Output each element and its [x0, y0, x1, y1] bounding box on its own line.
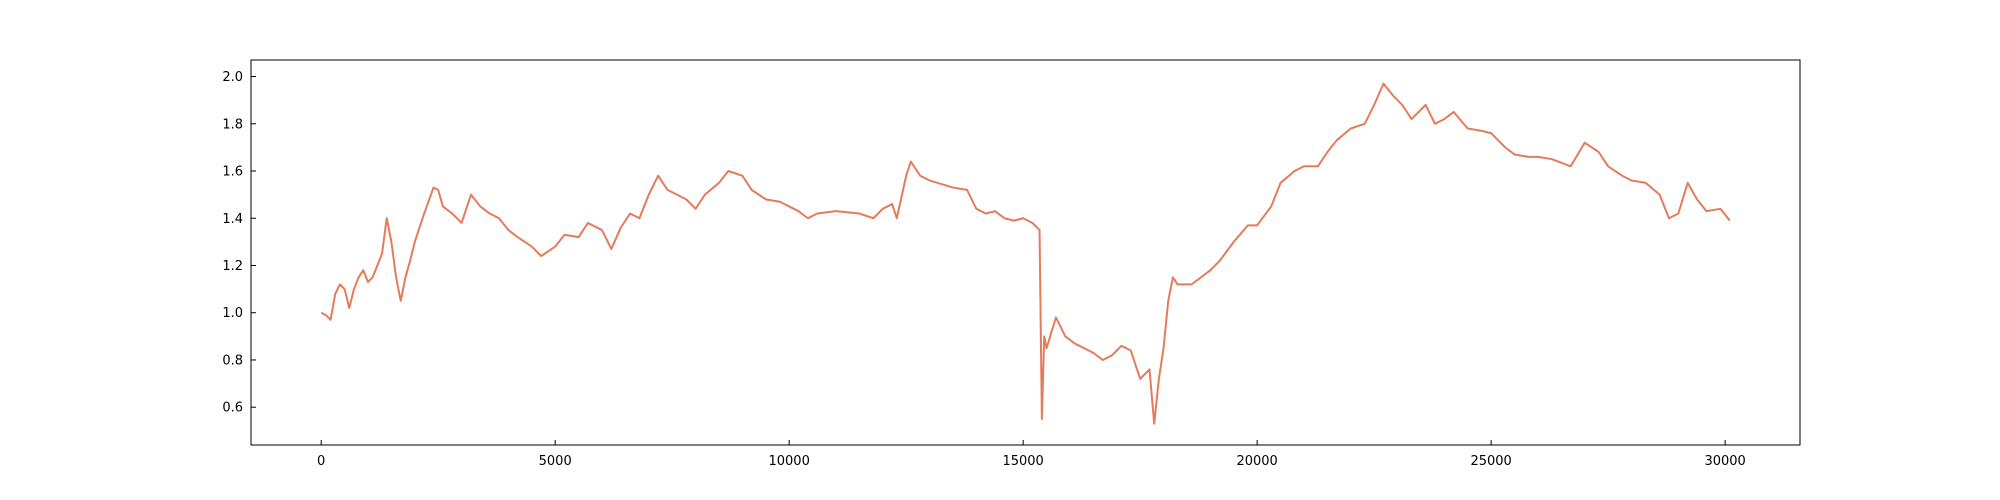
- y-tick-label: 1.2: [222, 259, 243, 274]
- data-line: [320, 82, 1731, 425]
- x-tick-label: 10000: [768, 454, 809, 469]
- x-tick-label: 5000: [539, 454, 572, 469]
- y-tick-label: 1.8: [222, 117, 243, 132]
- y-tick-label: 2.0: [222, 70, 243, 85]
- y-tick-label: 0.8: [222, 353, 243, 368]
- x-tick-label: 0: [317, 454, 325, 469]
- x-tick-label: 20000: [1236, 454, 1277, 469]
- x-tick-label: 15000: [1002, 454, 1043, 469]
- y-tick-label: 1.4: [222, 212, 243, 227]
- x-tick-label: 30000: [1704, 454, 1745, 469]
- y-tick-label: 1.6: [222, 165, 243, 180]
- x-tick-label: 25000: [1470, 454, 1511, 469]
- y-tick-label: 1.0: [222, 306, 243, 321]
- plot-frame: [250, 59, 1801, 446]
- y-tick-label: 0.6: [222, 401, 243, 416]
